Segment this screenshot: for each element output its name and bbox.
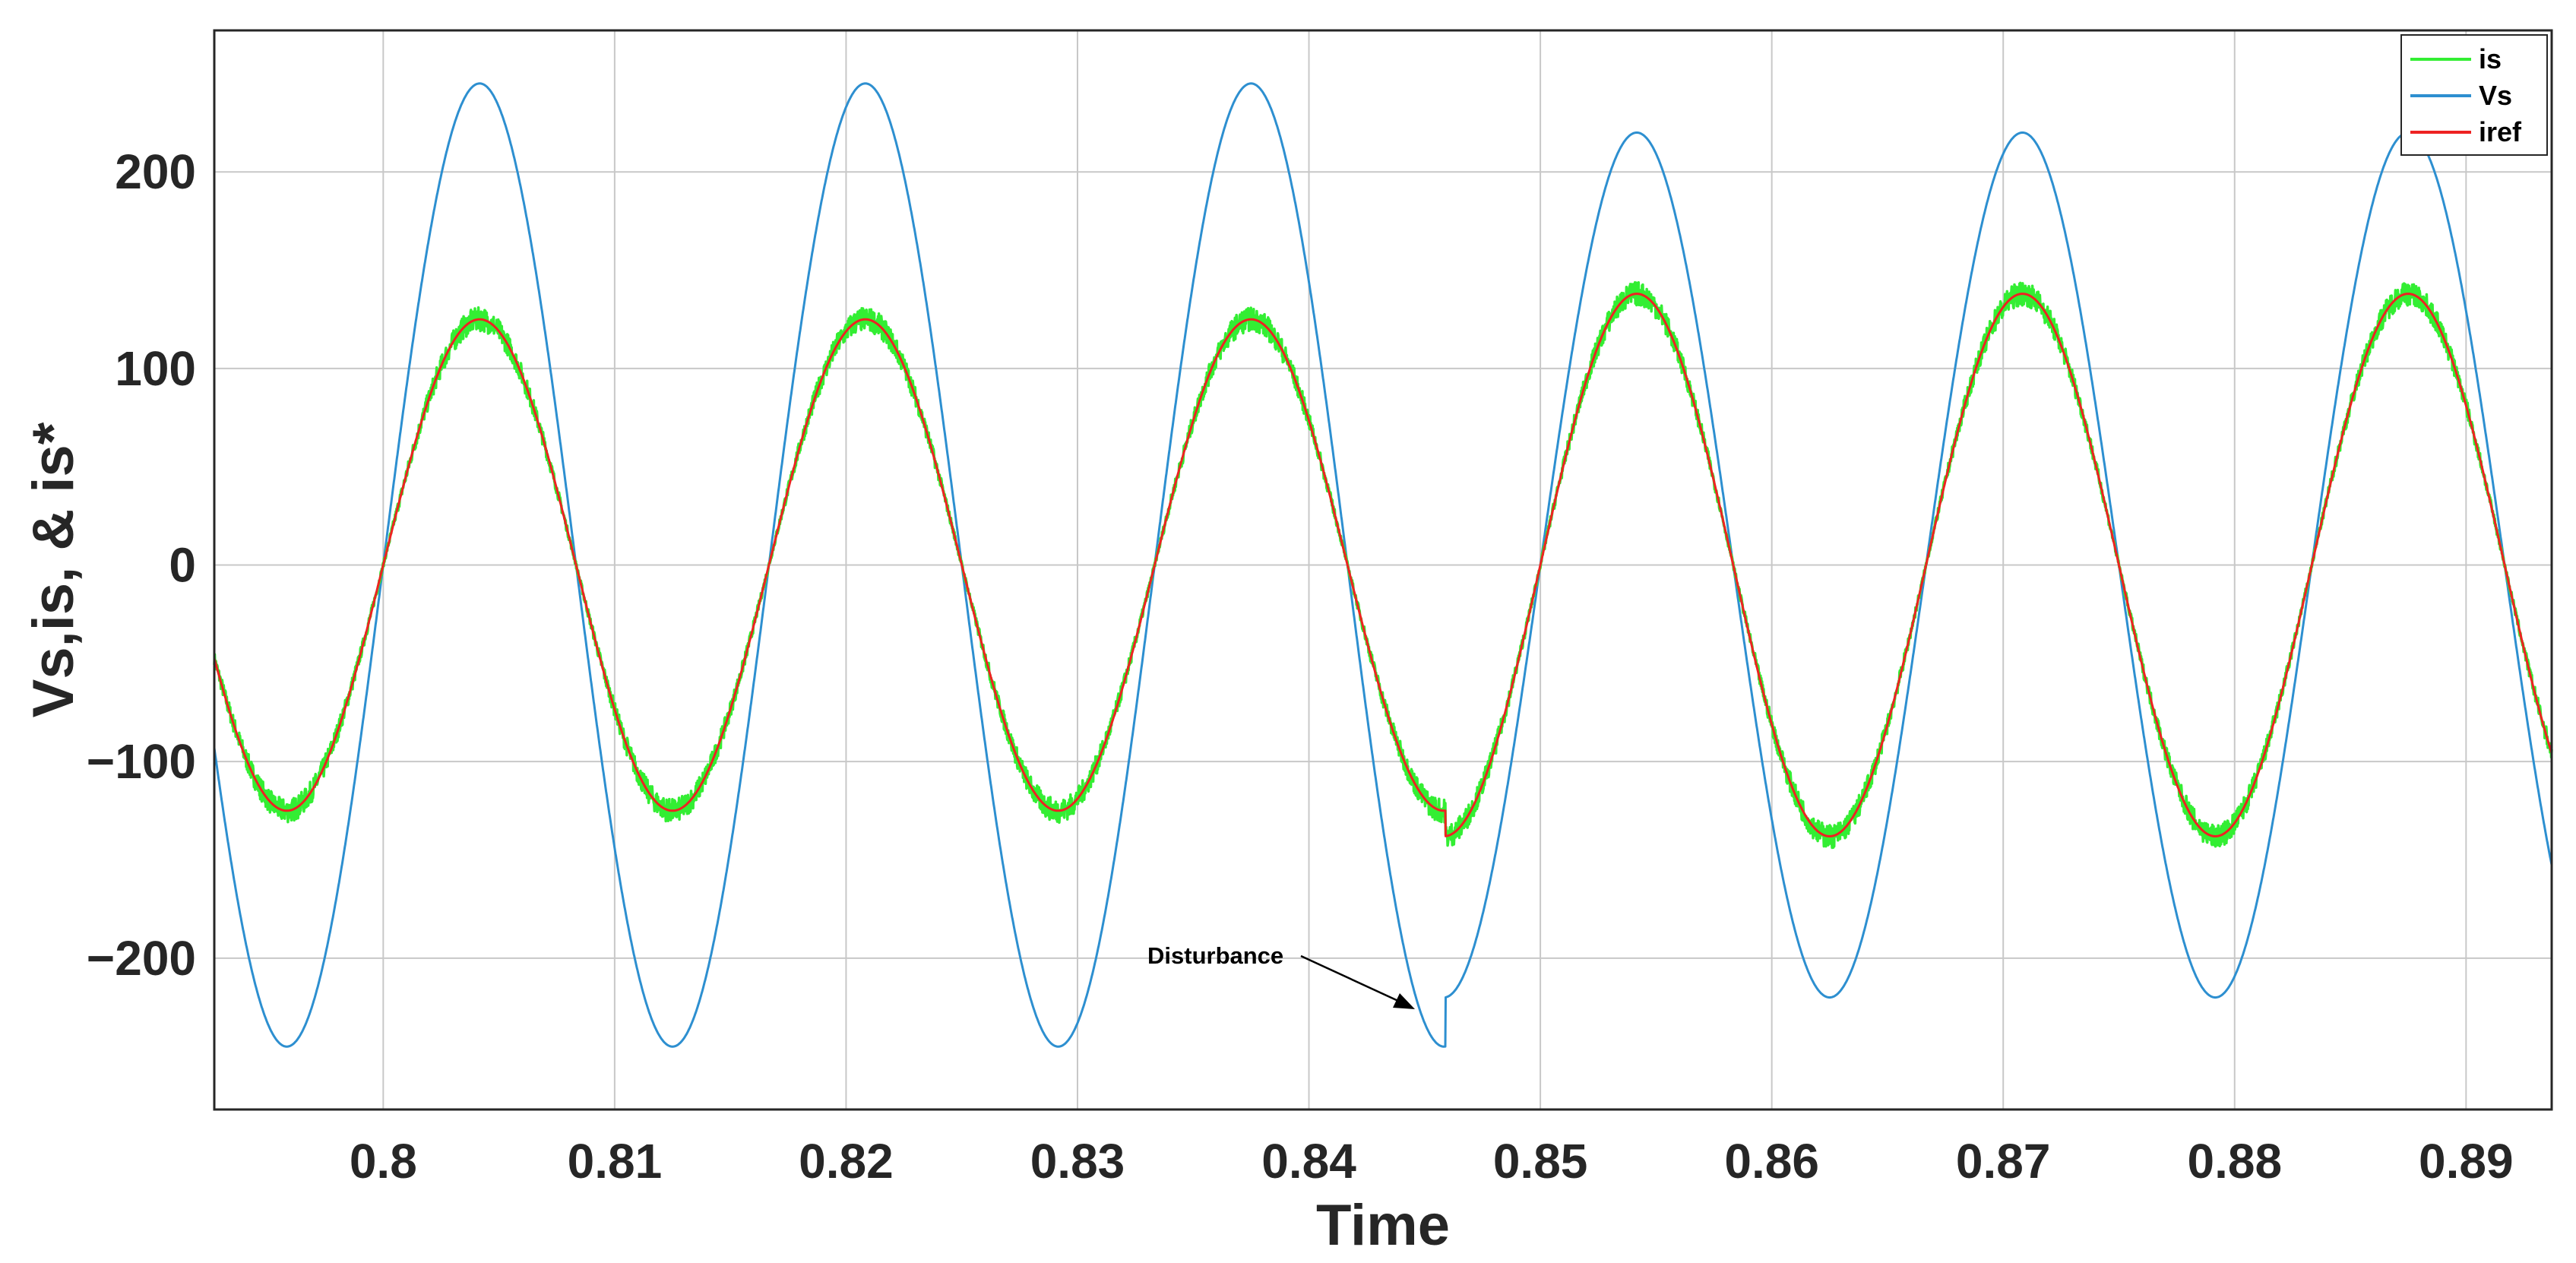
- plot-background: [214, 30, 2552, 1109]
- legend-label-is: is: [2479, 43, 2502, 74]
- x-tick-label: 0.81: [568, 1134, 663, 1189]
- disturbance-arrow-line: [1300, 954, 1410, 1008]
- x-tick-label: 0.85: [1493, 1134, 1588, 1189]
- x-tick-label: 0.88: [2187, 1134, 2282, 1189]
- series-layer: [213, 82, 2553, 1048]
- x-tick-label: 0.86: [1724, 1134, 1819, 1189]
- x-tick-label: 0.84: [1261, 1134, 1356, 1189]
- y-tick-label: 100: [115, 341, 196, 396]
- y-tick-labels: −200 −100 0 100 200: [87, 144, 196, 986]
- disturbance-label: Disturbance: [1147, 942, 1283, 969]
- x-tick-label: 0.89: [2419, 1134, 2514, 1189]
- y-tick-label: −200: [87, 931, 196, 986]
- y-tick-label: −100: [87, 734, 196, 789]
- x-tick-label: 0.83: [1030, 1134, 1125, 1189]
- legend: is Vs iref: [2400, 34, 2548, 156]
- legend-label-vs: Vs: [2479, 80, 2512, 111]
- legend-label-iref: iref: [2479, 116, 2522, 147]
- disturbance-annotation: Disturbance: [1147, 942, 1415, 1009]
- y-axis-title: Vs,is, & is*: [21, 422, 86, 717]
- y-tick-label: 0: [169, 538, 196, 593]
- series-iref: [213, 293, 2553, 837]
- disturbance-arrowhead: [1393, 993, 1415, 1009]
- plot-frame: [213, 29, 2553, 1111]
- series-vs: [213, 82, 2553, 1048]
- x-tick-label: 0.87: [1956, 1134, 2051, 1189]
- x-tick-label: 0.82: [799, 1134, 894, 1189]
- x-tick-labels: 0.8 0.81 0.82 0.83 0.84 0.85 0.86 0.87 0.88 0.89: [350, 1134, 2514, 1189]
- x-tick-label: 0.8: [350, 1134, 417, 1189]
- y-tick-label: 200: [115, 144, 196, 199]
- x-axis-title: Time: [1316, 1193, 1450, 1258]
